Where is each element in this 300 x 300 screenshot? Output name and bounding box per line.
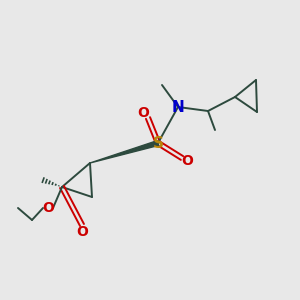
Text: O: O — [42, 201, 54, 215]
Text: N: N — [172, 100, 184, 115]
Text: O: O — [137, 106, 149, 120]
Text: O: O — [76, 225, 88, 239]
Text: O: O — [181, 154, 193, 168]
Text: S: S — [152, 136, 164, 151]
Polygon shape — [90, 141, 159, 163]
